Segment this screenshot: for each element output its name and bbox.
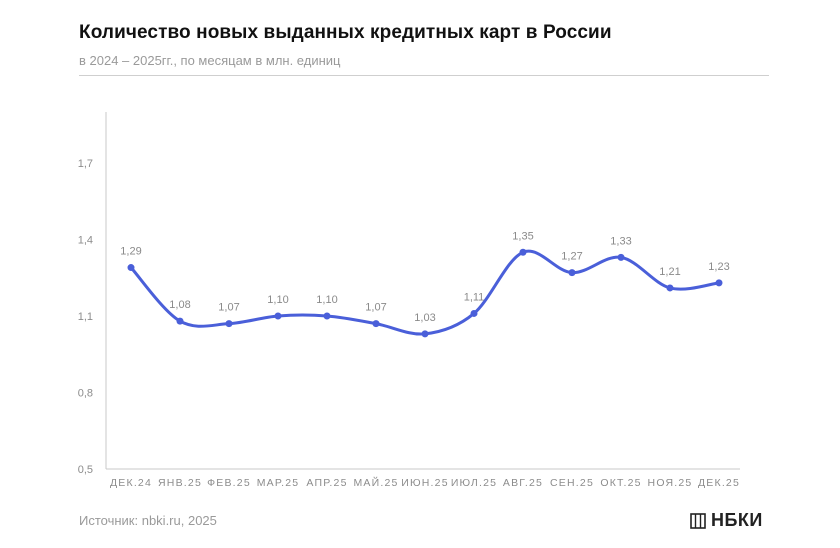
data-label: 1,07 bbox=[365, 302, 386, 314]
chart-subtitle: в 2024 – 2025гг., по месяцам в млн. един… bbox=[79, 53, 341, 68]
nbki-logo-icon bbox=[690, 512, 706, 529]
data-point bbox=[421, 330, 429, 338]
data-label: 1,21 bbox=[659, 266, 680, 278]
data-label: 1,29 bbox=[120, 246, 141, 258]
data-point bbox=[176, 317, 184, 325]
x-tick-label: АПР.25 bbox=[306, 477, 347, 489]
y-tick-label: 1,7 bbox=[78, 158, 93, 170]
x-tick-label: АВГ.25 bbox=[503, 477, 543, 489]
header-divider bbox=[79, 75, 769, 76]
x-tick-label: НОЯ.25 bbox=[648, 477, 693, 489]
data-point bbox=[666, 284, 674, 292]
data-label: 1,27 bbox=[561, 251, 582, 263]
data-point bbox=[323, 312, 331, 320]
data-label: 1,11 bbox=[464, 291, 485, 303]
x-tick-label: МАР.25 bbox=[257, 477, 300, 489]
data-label: 1,08 bbox=[169, 299, 190, 311]
x-tick-label: ИЮН.25 bbox=[401, 477, 449, 489]
data-label: 1,35 bbox=[512, 230, 533, 242]
source-note: Источник: nbki.ru, 2025 bbox=[79, 513, 217, 528]
data-labels: 1,29 1,08 1,07 1,10 1,10 1,07 1,03 1,11 1,35 1,27… bbox=[120, 230, 729, 324]
data-label: 1,07 bbox=[218, 302, 239, 314]
data-label: 1,33 bbox=[610, 235, 631, 247]
data-point bbox=[715, 279, 723, 287]
x-tick-label: ДЕК.24 bbox=[110, 477, 152, 489]
x-tick-label: ЯНВ.25 bbox=[158, 477, 202, 489]
data-point bbox=[372, 320, 380, 328]
x-tick-label: ФЕВ.25 bbox=[207, 477, 251, 489]
x-tick-labels: ДЕК.24 ЯНВ.25 ФЕВ.25 МАР.25 АПР.25 МАЙ.25 ИЮН.… bbox=[110, 476, 740, 489]
x-tick-label: МАЙ.25 bbox=[353, 476, 398, 489]
y-tick-label: 0,8 bbox=[78, 388, 93, 400]
x-tick-label: ОКТ.25 bbox=[600, 477, 641, 489]
y-tick-labels: 0,5 0,8 1,1 1,4 1,7 bbox=[78, 158, 93, 476]
brand-name: НБКИ bbox=[711, 510, 763, 530]
data-label: 1,23 bbox=[708, 261, 729, 273]
data-label: 1,10 bbox=[316, 294, 337, 306]
data-point bbox=[127, 264, 135, 272]
data-point bbox=[225, 320, 233, 328]
data-point bbox=[519, 248, 527, 256]
x-tick-label: ДЕК.25 bbox=[698, 477, 740, 489]
data-point bbox=[470, 309, 478, 317]
data-point bbox=[617, 253, 625, 261]
y-tick-label: 1,4 bbox=[78, 235, 93, 247]
y-tick-label: 1,1 bbox=[78, 311, 93, 323]
y-tick-label: 0,5 bbox=[78, 464, 93, 476]
chart-title: Количество новых выданных кредитных карт… bbox=[79, 22, 612, 43]
data-label: 1,10 bbox=[267, 294, 288, 306]
data-points bbox=[127, 248, 723, 338]
x-tick-label: ИЮЛ.25 bbox=[451, 477, 497, 489]
brand-logo: НБКИ bbox=[690, 510, 763, 531]
data-point bbox=[568, 269, 576, 277]
data-point bbox=[274, 312, 282, 320]
x-tick-label: СЕН.25 bbox=[550, 477, 594, 489]
data-label: 1,03 bbox=[414, 312, 435, 324]
